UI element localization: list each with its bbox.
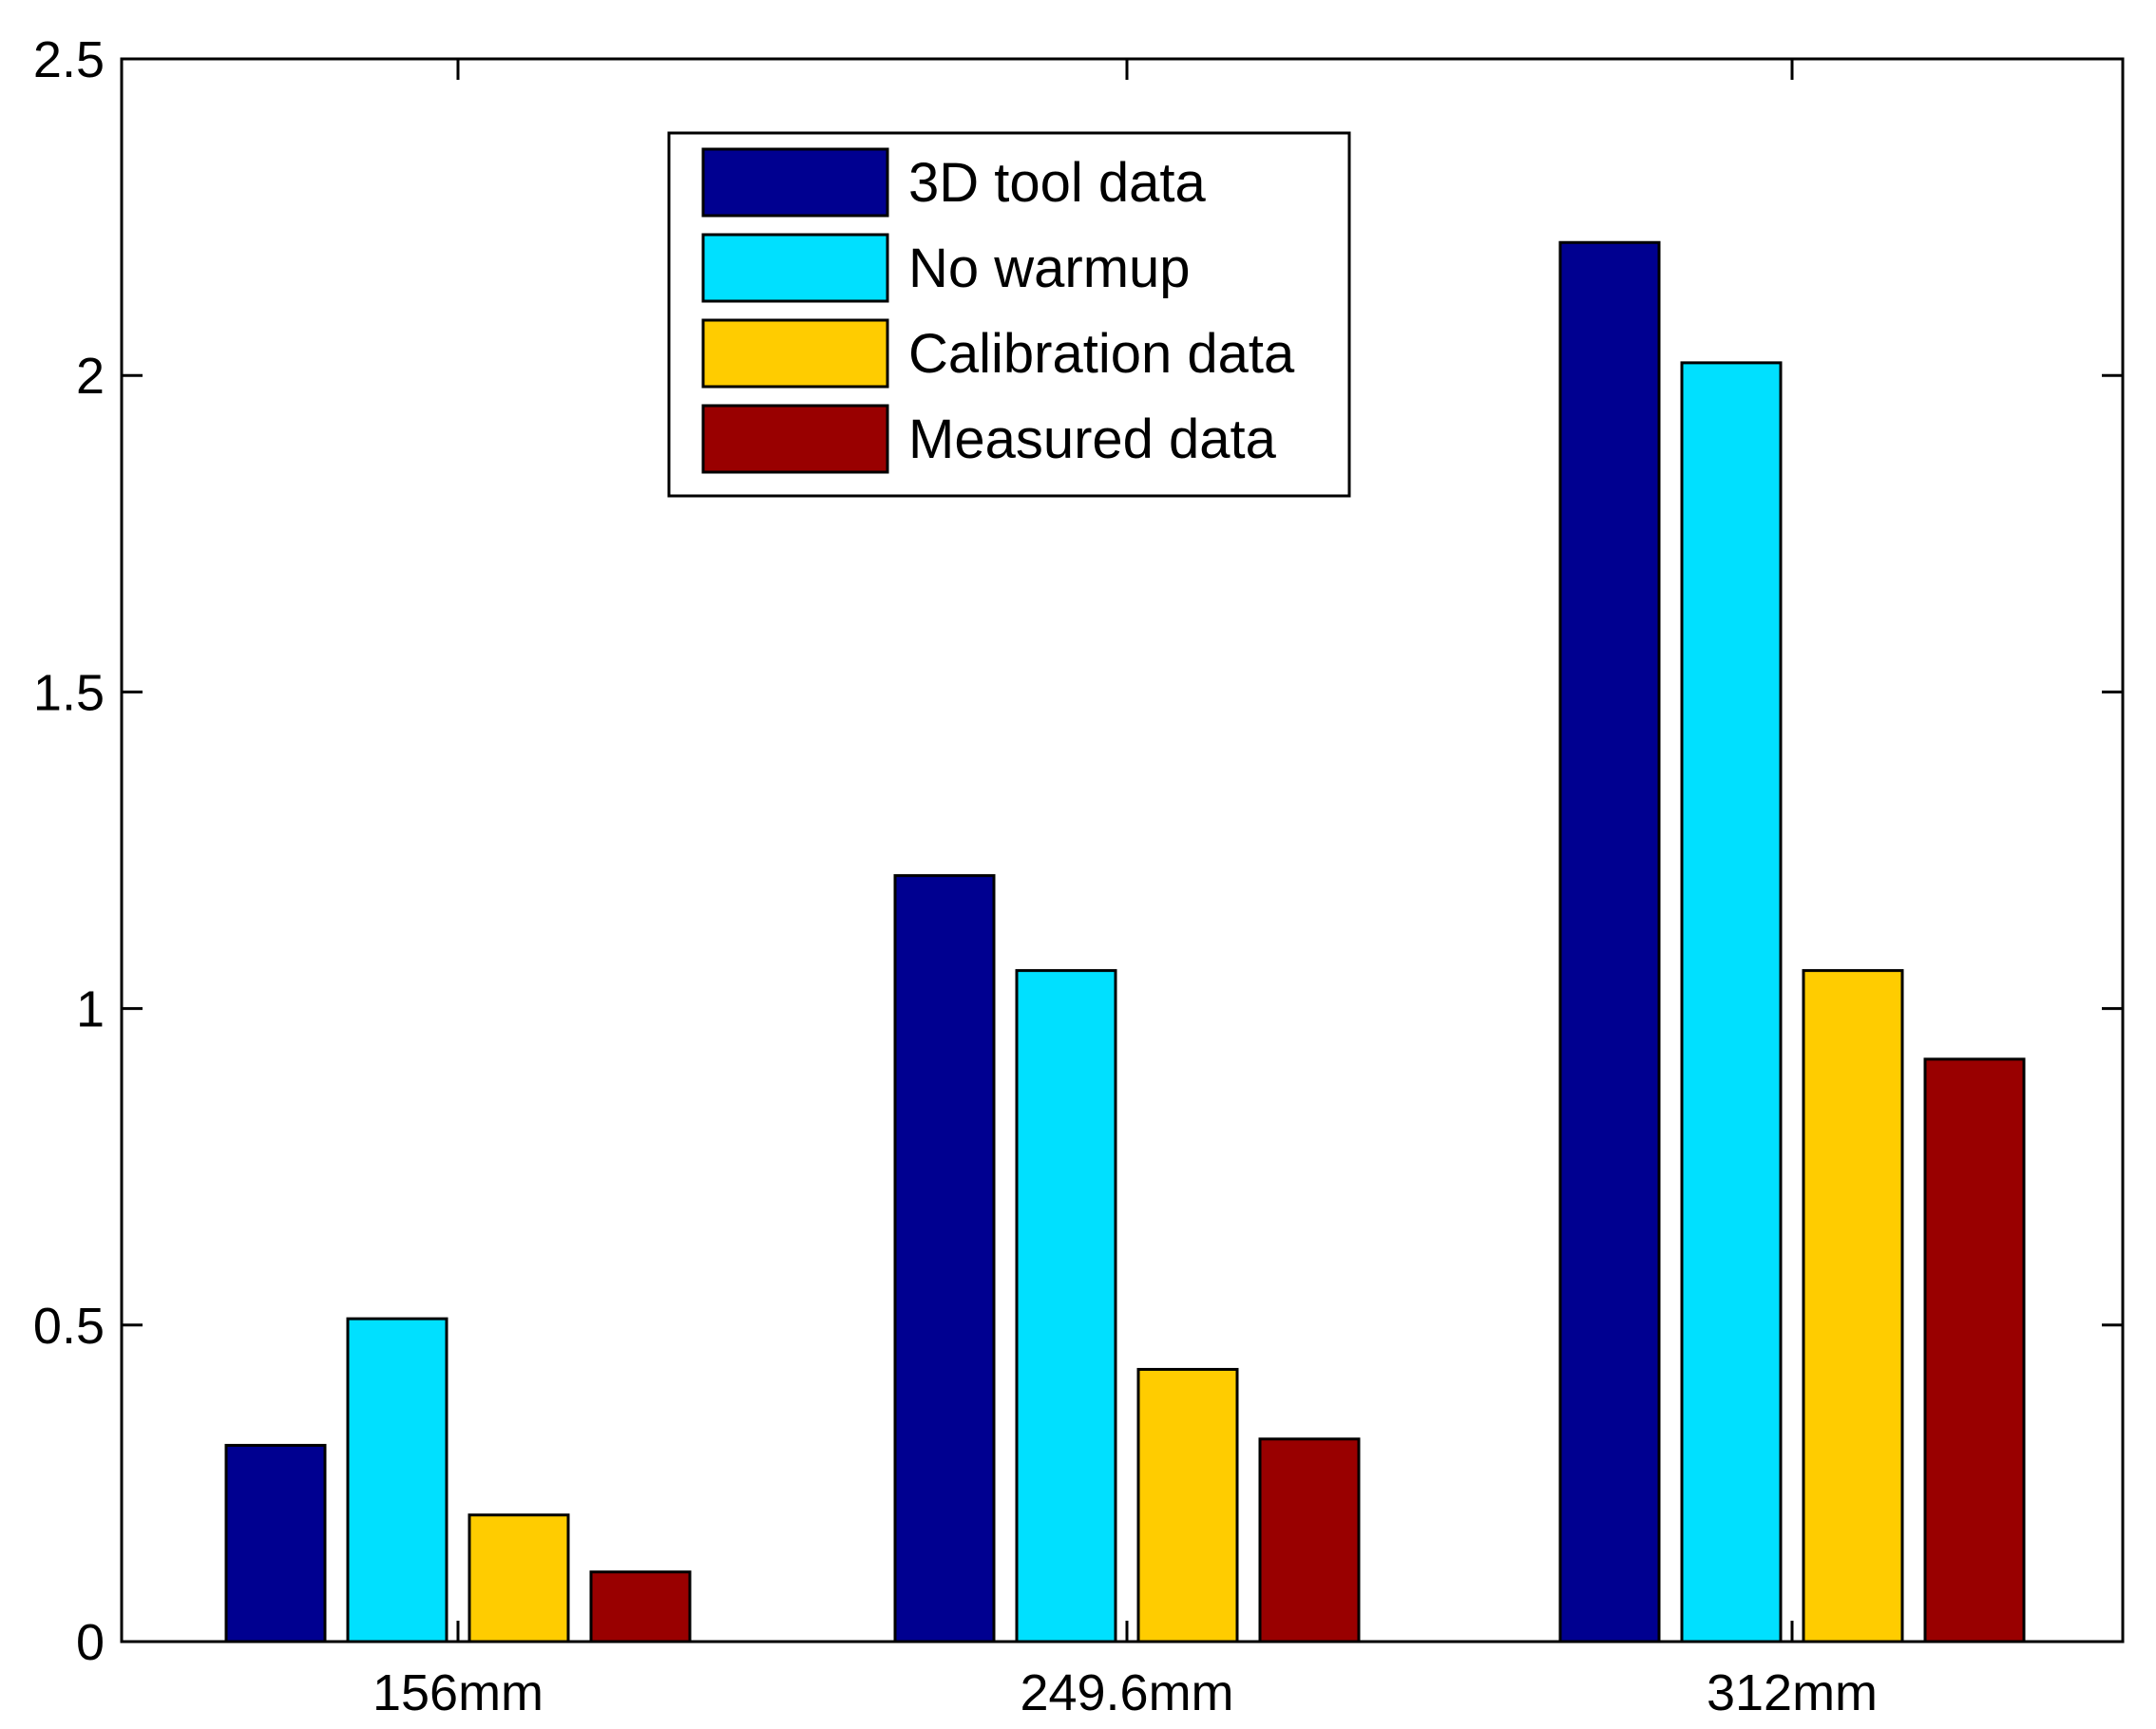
bar-3d-tool-data-1 — [893, 874, 996, 1644]
bar-no-warmup-0 — [346, 1317, 448, 1644]
legend-label-3d-tool-data: 3D tool data — [908, 152, 1207, 214]
legend-swatch-measured-data — [701, 404, 889, 474]
bar-calibration-data-2 — [1802, 969, 1904, 1644]
legend-label-measured-data: Measured data — [908, 408, 1277, 470]
legend-swatch-3d-tool-data — [701, 147, 889, 218]
bar-calibration-data-1 — [1136, 1367, 1239, 1644]
ytick-label: 2 — [76, 348, 105, 405]
xtick-label: 249.6mm — [1020, 1664, 1233, 1721]
bar-measured-data-1 — [1258, 1437, 1361, 1644]
ticks-group: 0 0.5 1 1.5 2 2.5 156mm 249.6mm 312mm — [33, 31, 2123, 1721]
bar-measured-data-0 — [589, 1570, 692, 1644]
axes-frame — [120, 57, 2125, 1644]
bars-group — [224, 240, 2026, 1644]
bar-3d-tool-data-2 — [1558, 240, 1661, 1644]
ytick-label: 0 — [76, 1614, 105, 1671]
xtick-label: 156mm — [372, 1664, 544, 1721]
xtick-label: 312mm — [1707, 1664, 1878, 1721]
bar-no-warmup-2 — [1680, 361, 1783, 1644]
legend-label-calibration-data: Calibration data — [908, 323, 1295, 385]
legend-label-no-warmup: No warmup — [908, 238, 1191, 299]
ytick-label: 0.5 — [33, 1298, 105, 1355]
ytick-label: 1.5 — [33, 664, 105, 721]
ytick-label: 1 — [76, 981, 105, 1038]
ytick-label: 2.5 — [33, 31, 105, 88]
bar-measured-data-2 — [1923, 1057, 2026, 1644]
legend: 3D tool data No warmup Calibration data Mea… — [667, 131, 1351, 498]
legend-swatch-no-warmup — [701, 233, 889, 303]
bar-3d-tool-data-0 — [224, 1443, 327, 1644]
legend-swatch-calibration-data — [701, 318, 889, 389]
bar-no-warmup-1 — [1015, 969, 1117, 1644]
bar-calibration-data-0 — [467, 1513, 570, 1644]
